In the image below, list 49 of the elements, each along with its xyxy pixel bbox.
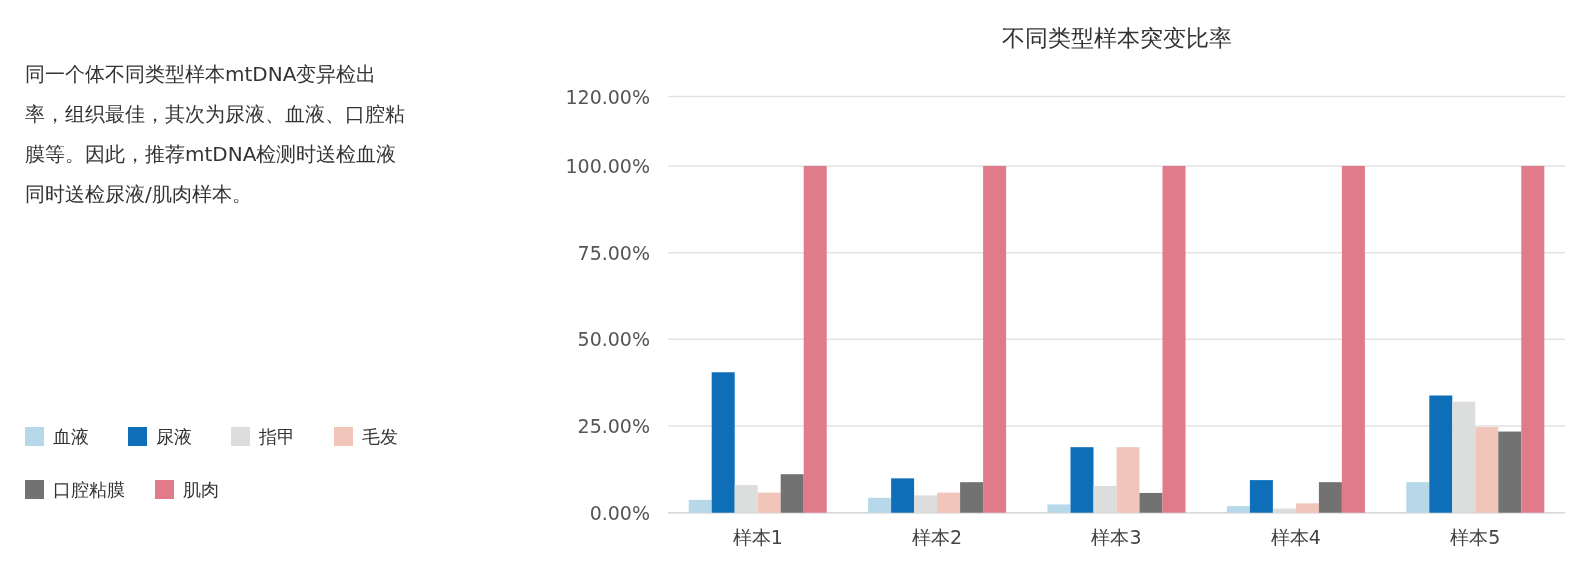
bar xyxy=(1498,431,1522,513)
y-tick-label: 100.00% xyxy=(565,154,650,177)
bar xyxy=(734,484,758,513)
bar xyxy=(803,165,827,513)
bar xyxy=(1295,503,1319,513)
bar xyxy=(1116,447,1140,513)
bar xyxy=(1093,486,1117,513)
bar xyxy=(1226,506,1250,513)
bar xyxy=(983,165,1007,513)
bar xyxy=(937,492,961,513)
bar xyxy=(914,495,938,513)
y-tick-label: 50.00% xyxy=(577,328,650,351)
x-tick-label: 样本2 xyxy=(912,526,963,548)
legend-label: 指甲 xyxy=(258,426,295,447)
bar xyxy=(1162,165,1186,513)
bar xyxy=(868,497,892,513)
y-tick-label: 75.00% xyxy=(577,241,650,264)
x-tick-label: 样本5 xyxy=(1450,526,1501,548)
legend-label: 毛发 xyxy=(362,426,398,447)
x-tick-label: 样本1 xyxy=(732,526,783,548)
chart-title: 不同类型样本突变比率 xyxy=(1001,25,1232,51)
y-tick-label: 25.00% xyxy=(577,415,650,438)
legend-label: 肌肉 xyxy=(183,479,219,500)
bar xyxy=(1406,482,1430,513)
bar xyxy=(1070,447,1094,513)
bar xyxy=(1139,492,1163,513)
bar xyxy=(1272,508,1296,513)
bar xyxy=(891,478,915,513)
bar xyxy=(960,482,984,513)
bar xyxy=(1318,482,1342,513)
bar xyxy=(1452,401,1476,513)
bar xyxy=(1475,427,1499,513)
legend-label: 血液 xyxy=(53,426,89,447)
x-tick-label: 样本3 xyxy=(1091,526,1142,548)
y-tick-label: 120.00% xyxy=(565,85,650,108)
bar xyxy=(1429,395,1453,513)
legend-label: 口腔粘膜 xyxy=(53,479,125,500)
bar xyxy=(780,474,804,513)
bar xyxy=(688,499,712,513)
x-tick-label: 样本4 xyxy=(1270,526,1321,548)
bar xyxy=(1047,504,1071,513)
bar xyxy=(1341,165,1365,513)
y-tick-label: 0.00% xyxy=(589,501,650,524)
bar xyxy=(757,492,781,513)
legend-label: 尿液 xyxy=(156,426,192,447)
bar xyxy=(1521,165,1545,513)
text: 同一个体不同类型样本mtDNA变异检出率，组织最佳，其次为尿液、血液、口腔粘膜等。因此，推荐mtDNA检测时送检血液同时送检尿液/肌肉样本。 xyxy=(25,61,406,208)
bar xyxy=(1249,480,1273,513)
bar xyxy=(711,372,735,513)
